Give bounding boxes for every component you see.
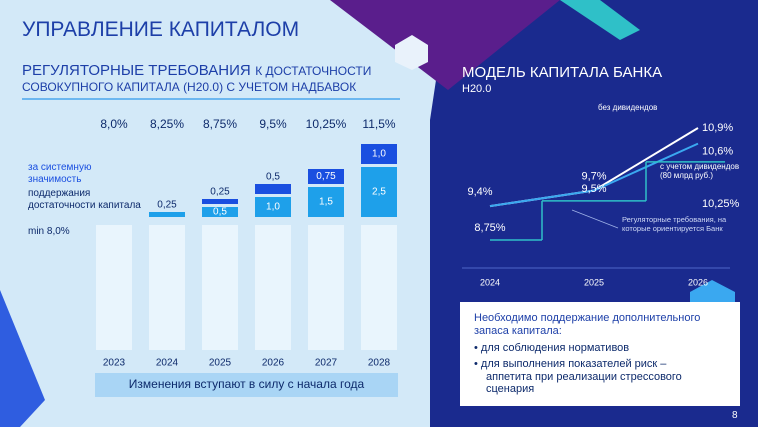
bar (149, 225, 185, 350)
bullet-text: для выполнения показателей риск – аппети… (480, 358, 682, 396)
value-label: 10,25% (702, 198, 740, 210)
callout-bullet: • для соблюдения нормативов (474, 342, 630, 354)
bar (202, 207, 238, 217)
bar (361, 225, 397, 350)
chart-title: РЕГУЛЯТОРНЫЕ ТРЕБОВАНИЯ К ДОСТАТОЧНОСТИ (22, 62, 371, 80)
leader-line (571, 209, 619, 229)
value-label: 2,5 (372, 187, 386, 198)
divider (22, 98, 400, 100)
series-label: без дивидендов (598, 103, 658, 112)
value-label: 1,5 (319, 197, 333, 208)
callout-box (460, 302, 740, 406)
note-bar (95, 373, 398, 397)
value-label: 9,4% (467, 186, 492, 198)
note: Изменения вступают в силу с начала года (128, 377, 365, 391)
bar (308, 187, 344, 217)
total-label: 8,75% (203, 117, 237, 131)
slide-title: УПРАВЛЕНИЕ КАПИТАЛОМ (22, 18, 300, 41)
total-label: 8,25% (150, 117, 184, 131)
x-tick-label: 2027 (315, 358, 338, 369)
series-label: с учетом дивидендов (80 млрд руб.) (660, 162, 740, 181)
value-label: 10,9% (702, 122, 733, 134)
chart-subtitle: СОВОКУПНОГО КАПИТАЛА (Н20.0) С УЧЕТОМ НА… (22, 80, 357, 94)
legend-entry: за системную значимость (28, 162, 92, 185)
page-number: 8 (732, 410, 738, 421)
legend-entry: поддержания достаточности капитала (28, 188, 141, 211)
value-label: 9,5% (581, 183, 606, 195)
line (489, 142, 699, 208)
value-label: 9,7% (581, 170, 606, 182)
bar (308, 225, 344, 350)
value-label: 0,25 (157, 200, 177, 211)
cube (395, 35, 428, 70)
legend-entry: min 8,0% (28, 226, 70, 237)
bar (255, 184, 291, 194)
value-label: 0,75 (316, 171, 336, 182)
chart-subtitle: Н20.0 (462, 83, 492, 95)
bullet-text: для соблюдения нормативов (480, 342, 630, 354)
callout-heading: Необходимо поддержание дополнительного з… (474, 312, 701, 337)
bar (149, 212, 185, 217)
title-suffix: К ДОСТАТОЧНОСТИ (255, 64, 372, 78)
title-main: РЕГУЛЯТОРНЫЕ ТРЕБОВАНИЯ (22, 62, 251, 79)
value-label: 8,75% (474, 222, 505, 234)
shard (0, 290, 45, 427)
value-label: 0,25 (210, 187, 230, 198)
x-tick-label: 2028 (368, 358, 391, 369)
x-tick-label: 2026 (688, 277, 708, 287)
value-label: 0,5 (266, 172, 280, 183)
bar (308, 169, 344, 184)
total-label: 9,5% (259, 117, 287, 131)
value-label: 10,6% (702, 146, 733, 158)
bar (255, 225, 291, 350)
bar (96, 225, 132, 350)
bar (202, 225, 238, 350)
x-tick-label: 2023 (103, 358, 126, 369)
total-label: 8,0% (100, 117, 128, 131)
purple-shape (330, 0, 560, 90)
total-label: 11,5% (362, 117, 395, 131)
series-label: Регуляторные требования, на которые орие… (622, 215, 727, 233)
value-label: 1,0 (266, 202, 280, 213)
x-tick-label: 2025 (209, 358, 232, 369)
bar (202, 199, 238, 204)
bar (361, 144, 397, 164)
value-label: 0,5 (213, 207, 227, 218)
x-tick-label: 2025 (584, 277, 604, 287)
callout-bullet: • для выполнения показателей риск – аппе… (474, 358, 682, 396)
shard (560, 0, 640, 40)
bar (361, 167, 397, 217)
x-tick-label: 2024 (156, 358, 179, 369)
x-tick-label: 2024 (480, 277, 500, 287)
chart-title: МОДЕЛЬ КАПИТАЛА БАНКА (462, 64, 663, 81)
x-tick-label: 2026 (262, 358, 285, 369)
bar (255, 197, 291, 217)
value-label: 1,0 (372, 149, 386, 160)
total-label: 10,25% (306, 117, 347, 131)
